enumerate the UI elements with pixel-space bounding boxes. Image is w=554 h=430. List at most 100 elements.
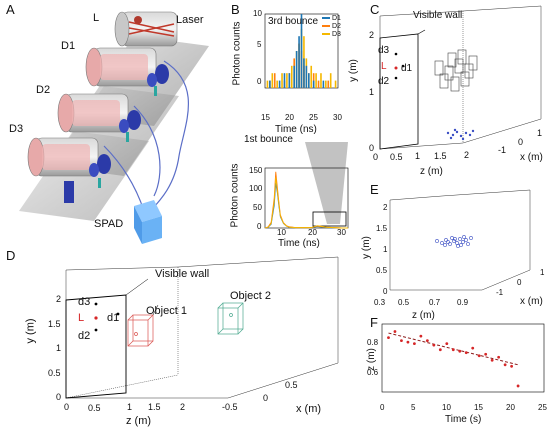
label-laser: Laser [176, 14, 204, 26]
b-top-bar-d1 [303, 58, 305, 88]
b-top-xtick-1: 20 [285, 113, 294, 122]
b-bottom-ytick-1: 50 [253, 203, 262, 212]
c-wall-label: Visible wall [413, 10, 463, 21]
b-top-bar-d3 [334, 80, 337, 88]
b-top-bar-d1 [322, 80, 325, 88]
b-top-bar-d3 [286, 73, 288, 88]
d-ztick-0: 0 [64, 402, 70, 412]
b-top-bar-d3 [276, 80, 278, 88]
b-top-bar-d1 [283, 73, 286, 88]
b-bottom-ytick-2: 100 [249, 184, 263, 193]
object-1-box [127, 314, 154, 347]
spad-box-icon [134, 200, 162, 244]
legend-entry-d1: D1 [322, 15, 341, 23]
f-data-point [484, 352, 488, 356]
c-sensor-d3 [394, 52, 398, 56]
e-xlabel: x (m) [520, 296, 543, 307]
b-bottom-ylabel: Photon counts [229, 163, 241, 228]
f-data-point [510, 364, 513, 368]
d-xlabel: x (m) [296, 403, 322, 415]
e-ytick-3: 1.5 [376, 224, 388, 233]
f-data-point [419, 334, 423, 338]
d-ytick-1: 0.5 [48, 368, 61, 378]
f-data-point [503, 363, 507, 367]
panel-e-3d-scatter [389, 189, 531, 291]
detector-d1-icon [85, 47, 169, 87]
label-d1: D1 [61, 40, 76, 52]
d-sensor-label-d2: d2 [78, 330, 91, 342]
b-top-bar-d1 [278, 80, 281, 88]
detector-d2-icon [57, 93, 141, 133]
b-top-bar-d1 [305, 65, 308, 88]
e-ztick-1: 0.5 [398, 298, 410, 307]
c-ztick-4: 2 [464, 150, 470, 160]
panel-b-top-histogram [264, 13, 339, 89]
panel-e-letter: E [370, 182, 379, 197]
d-sensor-l [94, 316, 98, 320]
b-top-bar-d3 [290, 65, 293, 88]
e-xtick-0: -1 [496, 288, 504, 297]
d-xtick-2: 0.5 [285, 380, 298, 390]
c-sensor-label-d3: d3 [378, 45, 390, 56]
f-xtick-2: 10 [442, 403, 451, 412]
panel-c-3d-scene [379, 5, 542, 150]
f-data-point [458, 349, 462, 353]
f-data-point [464, 351, 468, 355]
d-ytick-0: 0 [56, 392, 62, 402]
b-top-bar-d1 [308, 73, 310, 88]
b-top-bar-d3 [320, 73, 322, 88]
b-top-bar-d1 [295, 51, 298, 88]
b-top-bar-d2 [327, 80, 330, 88]
c-ytick-0: 0 [369, 143, 375, 153]
b-top-bar-d1 [298, 36, 300, 88]
b-bottom-annotation: 1st bounce [244, 134, 293, 145]
f-xtick-5: 25 [538, 403, 547, 412]
panel-a-letter: A [6, 2, 15, 17]
b-top-xlabel: Time (ns) [275, 124, 317, 135]
f-xtick-0: 0 [380, 403, 385, 412]
d-wall-label: Visible wall [155, 268, 210, 280]
f-data-point [451, 348, 455, 352]
b-top-bar-d3 [281, 73, 283, 88]
detector-d3-icon [27, 137, 111, 203]
c-sensor-label-d1: d1 [401, 63, 413, 74]
c-xtick-2: 1 [537, 128, 543, 138]
d-sensor-label-l: L [78, 312, 85, 324]
d-xtick-1: 0 [263, 393, 269, 403]
object-2-box [217, 302, 244, 335]
f-xtick-4: 20 [506, 403, 515, 412]
c-zlabel: z (m) [420, 166, 443, 177]
e-ylabel: y (m) [360, 236, 372, 259]
b-top-ytick-0: 0 [257, 77, 262, 86]
b-top-bar-d1 [293, 65, 295, 88]
c-sensor-d1 [401, 64, 405, 68]
b-top-xtick-3: 30 [333, 113, 342, 122]
d-zlabel: z (m) [126, 415, 152, 427]
b-bottom-ytick-0: 0 [257, 222, 262, 231]
b-top-bar-d2 [317, 80, 320, 88]
f-data-point [406, 340, 410, 344]
f-ytick-1: 0.8 [367, 338, 379, 347]
f-data-point [497, 355, 501, 359]
f-data-point [432, 343, 436, 347]
f-data-point [425, 339, 429, 343]
d-ylabel: y (m) [24, 318, 37, 344]
c-ytick-1: 1 [369, 87, 375, 97]
panel-d-letter: D [6, 248, 16, 263]
panel-b-bottom-lineplot [264, 142, 349, 229]
d-ztick-4: 2 [180, 402, 186, 412]
c-sensor-l [394, 66, 398, 70]
d-sensor-label-d3: d3 [78, 296, 91, 308]
f-data-point [516, 384, 520, 388]
f-data-point [438, 348, 442, 352]
c-ylabel: y (m) [347, 59, 359, 82]
c-ztick-1: 0.5 [390, 152, 403, 162]
b-top-bar-d1 [312, 80, 315, 88]
e-ytick-4: 2 [383, 203, 388, 212]
f-xtick-3: 15 [474, 403, 483, 412]
d-object1-label: Object 1 [146, 305, 187, 317]
d-object2-label: Object 2 [230, 290, 271, 302]
d-sensor-d1 [116, 312, 120, 316]
c-sensor-label-d2: d2 [378, 76, 390, 87]
b-bottom-xtick-0: 10 [277, 228, 286, 237]
